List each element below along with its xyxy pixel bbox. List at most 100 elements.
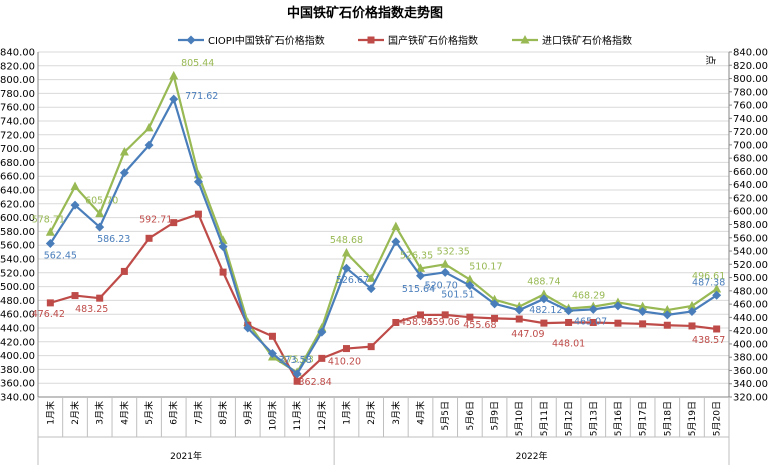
data-point — [440, 267, 450, 277]
x-tick-label: 4月末 — [118, 401, 130, 425]
data-point — [317, 323, 327, 332]
data-point — [318, 354, 326, 362]
chart-title: 中国铁矿石价格指数走势图 — [287, 5, 443, 21]
data-point — [417, 311, 425, 319]
x-tick-label: 2月末 — [365, 401, 377, 425]
x-tick-label: 5月10日 — [514, 401, 525, 436]
y-tick-label: 440.00 — [0, 324, 35, 335]
right-tick-label: 460.00 — [733, 300, 768, 311]
data-label: 410.20 — [328, 357, 361, 368]
data-label: 562.45 — [44, 251, 77, 262]
data-point — [70, 200, 80, 210]
y-tick-label: 720.00 — [0, 130, 35, 141]
data-label: 771.62 — [185, 91, 218, 102]
data-label: 805.44 — [181, 58, 214, 69]
right-tick-label: 440.00 — [733, 313, 768, 324]
data-point — [490, 299, 500, 309]
data-point — [465, 274, 475, 284]
data-point — [441, 311, 449, 319]
right-tick-label: 560.00 — [733, 233, 768, 244]
data-point — [268, 332, 276, 340]
data-label: 476.42 — [32, 309, 65, 320]
data-label: 548.68 — [330, 235, 363, 246]
right-tick-label: 800.00 — [733, 74, 768, 85]
x-tick-label: 5月17日 — [638, 401, 649, 436]
data-point — [169, 94, 179, 104]
data-label: 532.35 — [437, 246, 470, 257]
right-tick-label: 380.00 — [733, 353, 768, 364]
data-point — [688, 322, 696, 330]
data-label: 520.70 — [425, 280, 458, 291]
data-label: 496.61 — [692, 271, 725, 282]
x-tick-label: 6月末 — [168, 401, 180, 425]
y-tick-label: 780.00 — [0, 89, 35, 100]
data-point — [317, 327, 327, 337]
data-point — [292, 369, 302, 379]
data-point — [440, 259, 450, 268]
right-tick-label: 600.00 — [733, 207, 768, 218]
data-point — [194, 210, 202, 218]
data-point — [416, 271, 426, 281]
year-label: 2021年 — [170, 450, 202, 462]
data-point — [589, 318, 597, 326]
data-point — [169, 70, 179, 80]
data-point — [466, 313, 474, 321]
data-point — [712, 290, 722, 300]
data-point — [144, 140, 154, 150]
data-label: 455.68 — [463, 320, 496, 331]
x-tick-label: 9月末 — [242, 401, 254, 425]
data-point — [539, 289, 549, 298]
x-tick-label: 10月末 — [266, 401, 278, 430]
x-tick-label: 5月5日 — [440, 401, 451, 430]
legend-label: 国产铁矿石价格指数 — [388, 34, 478, 47]
series-2 — [45, 70, 722, 376]
data-label: 458.95 — [400, 317, 433, 328]
data-point — [391, 221, 401, 231]
data-label: 438.57 — [692, 335, 725, 346]
y-tick-label: 420.00 — [0, 337, 35, 348]
data-point — [170, 219, 178, 227]
series-1 — [46, 210, 721, 385]
data-point — [342, 345, 350, 353]
series-line — [50, 213, 717, 383]
data-labels-layer: 578.71 605.70 805.44 375.63 548.68 526.35 532.… — [32, 58, 726, 388]
data-point — [687, 300, 697, 310]
data-point — [565, 318, 573, 326]
legend: CIOPI中国铁矿石价格指数 国产铁矿石价格指数 进口铁矿石价格指数 — [178, 34, 632, 47]
grid-lines — [38, 51, 729, 398]
data-point — [219, 268, 227, 276]
data-label: 578.71 — [32, 214, 65, 225]
data-label: 592.71 — [139, 215, 172, 226]
data-point — [712, 283, 722, 293]
x-tick-label: 5月9日 — [490, 401, 501, 430]
y-tick-label: 620.00 — [0, 199, 35, 210]
data-point — [588, 304, 598, 314]
right-tick-label: 640.00 — [733, 180, 768, 191]
series-line — [49, 74, 718, 374]
data-label: 448.01 — [552, 338, 585, 349]
data-point — [119, 168, 129, 178]
data-point — [243, 323, 253, 333]
x-tick-label: 5月20日 — [712, 401, 723, 436]
x-tick-label: 8月末 — [217, 401, 229, 425]
data-point — [341, 263, 351, 273]
data-label: 482.12 — [529, 305, 562, 316]
y-tick-label: 560.00 — [0, 241, 35, 252]
right-tick-label: 540.00 — [733, 247, 768, 258]
data-point — [45, 239, 55, 249]
right-tick-label: 780.00 — [733, 87, 768, 98]
data-label: 483.25 — [75, 304, 108, 315]
data-label: 501.51 — [441, 290, 474, 301]
x-tick-label: 3月末 — [390, 401, 402, 425]
data-point — [96, 294, 104, 302]
x-tick-label: 12月末 — [316, 401, 328, 430]
y-tick-label: 360.00 — [0, 379, 35, 390]
axes: 340.00 360.00 380.00 400.00 420.00 440.00 460.… — [0, 48, 768, 465]
right-axis-unit: 点 — [704, 55, 716, 65]
data-point — [613, 301, 623, 311]
y-tick-label: 580.00 — [0, 227, 35, 238]
data-point — [662, 310, 672, 320]
x-tick-label: 5月12日 — [564, 401, 575, 436]
y-tick-label: 740.00 — [0, 117, 35, 128]
